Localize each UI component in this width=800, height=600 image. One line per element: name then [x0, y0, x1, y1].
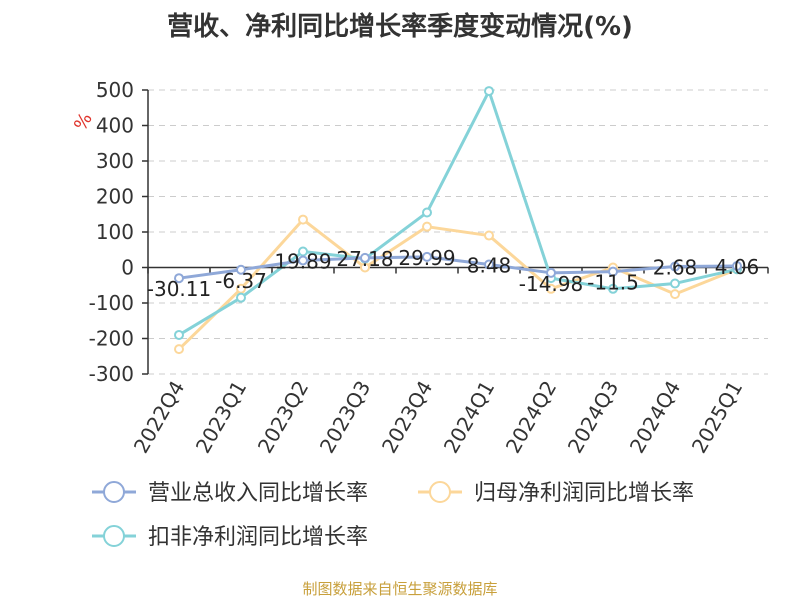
series-line — [177, 218, 738, 351]
data-source-note: 制图数据来自恒生聚源数据库 — [302, 580, 498, 598]
data-point — [732, 261, 742, 272]
y-tick-label: 100 — [96, 220, 134, 244]
y-tick-label: 0 — [121, 256, 134, 280]
legend-marker — [103, 525, 125, 547]
legend-label: 营业总收入同比增长率 — [148, 481, 368, 506]
data-point — [670, 278, 680, 289]
series-points — [174, 86, 742, 355]
y-axis-label: % — [70, 109, 97, 134]
series-line — [178, 255, 738, 280]
legend-marker — [429, 481, 451, 503]
data-point — [670, 289, 680, 300]
y-tick-label: -200 — [89, 327, 134, 351]
data-point — [174, 273, 184, 284]
data-point — [608, 283, 618, 294]
legend-label: 归母净利润同比增长率 — [474, 481, 694, 506]
x-tick-label: 2024Q1 — [439, 377, 499, 458]
data-point — [422, 207, 432, 218]
legend-marker — [103, 481, 125, 503]
data-point — [484, 86, 494, 97]
y-tick-label: 500 — [96, 78, 134, 102]
y-tick-label: 300 — [96, 149, 134, 173]
y-tick-label: 200 — [96, 185, 134, 209]
y-axis-ticks: 500 400 300 200 100 0 -100 -200 -300 — [89, 78, 148, 386]
data-point — [422, 251, 432, 262]
data-point — [608, 266, 618, 277]
x-tick-label: 2024Q4 — [625, 377, 685, 458]
data-point — [546, 267, 556, 278]
chart-title: 营收、净利同比增长率季度变动情况(%) — [167, 12, 633, 42]
data-point — [422, 221, 432, 232]
data-point — [174, 329, 184, 340]
x-tick-label: 2023Q4 — [377, 377, 437, 458]
y-tick-label: 400 — [96, 114, 134, 138]
data-point — [174, 344, 184, 355]
data-point — [484, 259, 494, 270]
data-label: 8.48 — [467, 253, 512, 277]
data-point — [360, 252, 370, 263]
series-line — [178, 89, 738, 337]
x-tick-label: 2022Q4 — [129, 377, 189, 458]
data-label: 4.06 — [715, 255, 760, 279]
data-point — [298, 214, 308, 225]
data-label: 29.99 — [398, 246, 455, 270]
data-label: 19.89 — [274, 249, 331, 273]
data-point — [236, 292, 246, 303]
data-label: 2.68 — [653, 256, 698, 280]
data-point — [546, 283, 556, 294]
y-tick-label: -100 — [89, 291, 134, 315]
data-label: -11.5 — [587, 271, 639, 295]
data-label: -30.11 — [147, 277, 211, 301]
data-point — [298, 255, 308, 266]
x-tick-label: 2023Q3 — [315, 377, 375, 458]
x-tick-label: 2023Q2 — [253, 377, 313, 458]
data-point — [484, 230, 494, 241]
data-point — [670, 261, 680, 272]
data-label: -6.37 — [215, 269, 267, 293]
y-tick-label: -300 — [89, 362, 134, 386]
legend-label: 扣非净利润同比增长率 — [148, 525, 368, 550]
series-lines — [177, 89, 738, 351]
x-tick-label: 2024Q2 — [501, 377, 561, 458]
data-label: -14.98 — [519, 272, 583, 296]
data-label: 27.18 — [336, 247, 393, 271]
data-point — [236, 264, 246, 275]
x-tick-label: 2024Q3 — [563, 377, 623, 458]
x-tick-label: 2023Q1 — [191, 377, 251, 458]
data-labels: -30.11 -6.37 19.89 27.18 29.99 8.48 -14.98 -11.… — [147, 246, 760, 301]
x-tick-label: 2025Q1 — [687, 377, 747, 458]
